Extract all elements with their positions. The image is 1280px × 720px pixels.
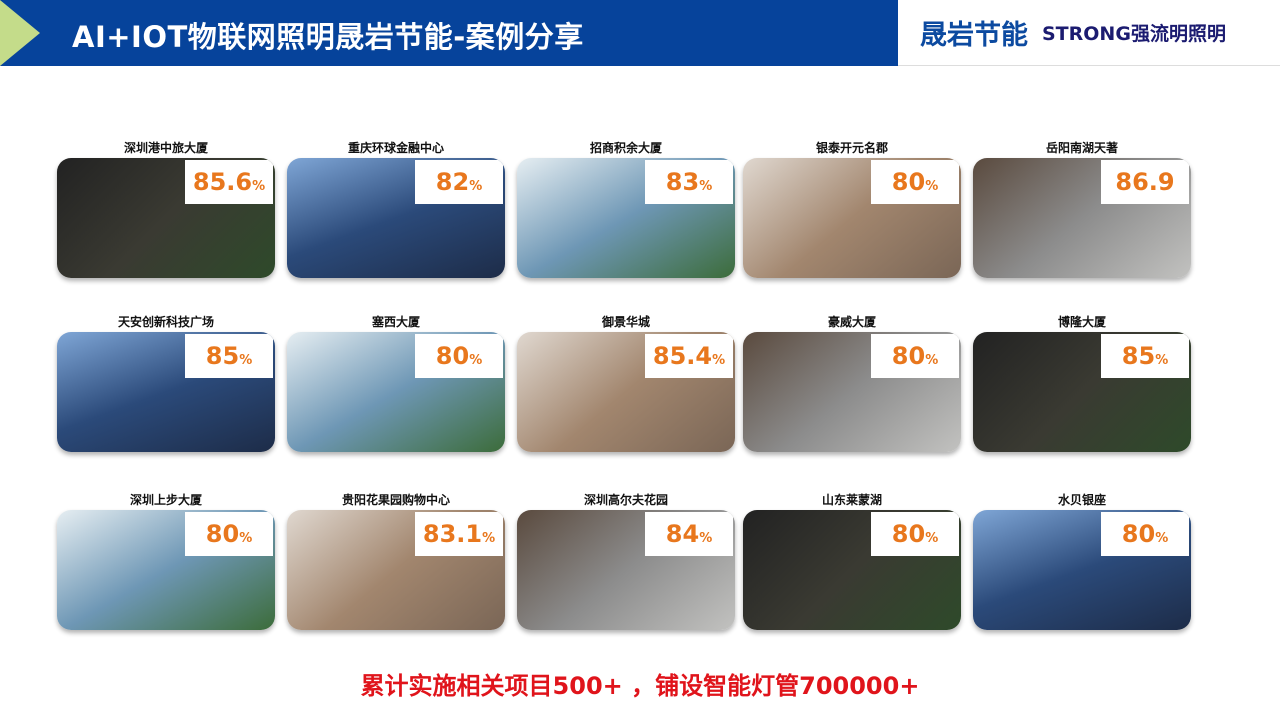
logo-en: STRONG强流明照明 — [1042, 19, 1226, 46]
case-name: 水贝银座 — [1057, 493, 1106, 507]
case-photo: 80% — [743, 510, 961, 630]
case-photo: 82% — [287, 158, 505, 278]
case-name: 豪威大厦 — [827, 315, 876, 329]
logo-en-text: STRONG — [1042, 23, 1131, 45]
chevron-decoration — [0, 0, 40, 66]
savings-value: 80 — [205, 520, 240, 548]
savings-badge: 83% — [645, 160, 733, 204]
case-card: 贵阳花果园购物中心 83.1% — [287, 490, 505, 630]
savings-value: 86.9 — [1115, 168, 1175, 196]
savings-unit: % — [925, 530, 939, 546]
case-card: 深圳港中旅大厦 85.6% — [57, 138, 275, 278]
case-name: 天安创新科技广场 — [117, 315, 214, 329]
case-card: 天安创新科技广场 85% — [57, 312, 275, 452]
case-name: 深圳上步大厦 — [129, 493, 202, 507]
savings-unit: % — [469, 352, 483, 368]
savings-badge: 85.4% — [645, 334, 733, 378]
case-card: 招商积余大厦 83% — [517, 138, 735, 278]
case-photo: 85.6% — [57, 158, 275, 278]
case-name: 塞西大厦 — [371, 315, 420, 329]
savings-badge: 83.1% — [415, 512, 503, 556]
savings-unit: % — [482, 530, 496, 546]
savings-badge: 80% — [871, 334, 959, 378]
savings-badge: 82% — [415, 160, 503, 204]
savings-value: 80 — [435, 342, 470, 370]
savings-value: 80 — [1121, 520, 1156, 548]
savings-value: 82 — [435, 168, 470, 196]
case-card: 深圳上步大厦 80% — [57, 490, 275, 630]
case-photo: 80% — [287, 332, 505, 452]
case-card: 重庆环球金融中心 82% — [287, 138, 505, 278]
savings-unit: % — [1155, 352, 1169, 368]
savings-badge: 80% — [1101, 512, 1189, 556]
savings-unit: % — [925, 178, 939, 194]
case-name: 深圳港中旅大厦 — [123, 141, 208, 155]
savings-badge: 85% — [1101, 334, 1189, 378]
case-card: 豪威大厦 80% — [743, 312, 961, 452]
savings-badge: 80% — [185, 512, 273, 556]
logo-cn: 晟岩节能 — [920, 20, 1028, 51]
case-name: 重庆环球金融中心 — [347, 141, 444, 155]
summary-text: 累计实施相关项目500+ ，铺设智能灯管700000+ — [360, 672, 920, 700]
savings-value: 85 — [1121, 342, 1156, 370]
case-name: 深圳高尔夫花园 — [583, 493, 668, 507]
case-card: 岳阳南湖天著 86.9 — [973, 138, 1191, 278]
savings-value: 85.6 — [192, 168, 253, 196]
logo-en-cn-text: 强流明照明 — [1130, 23, 1226, 45]
savings-value: 83 — [665, 168, 700, 196]
page-title: AI+IOT物联网照明晟岩节能-案例分享 — [72, 20, 584, 54]
case-photo: 80% — [973, 510, 1191, 630]
case-name: 御景华城 — [601, 315, 650, 329]
case-photo: 83.1% — [287, 510, 505, 630]
case-name: 银泰开元名郡 — [815, 141, 888, 155]
savings-badge: 85% — [185, 334, 273, 378]
savings-value: 85 — [205, 342, 240, 370]
savings-unit: % — [239, 352, 253, 368]
savings-unit: % — [239, 530, 253, 546]
case-photo: 85% — [973, 332, 1191, 452]
case-photo: 84% — [517, 510, 735, 630]
header-bar: AI+IOT物联网照明晟岩节能-案例分享 — [0, 0, 898, 66]
case-card: 深圳高尔夫花园 84% — [517, 490, 735, 630]
case-name: 博隆大厦 — [1057, 315, 1106, 329]
savings-badge: 84% — [645, 512, 733, 556]
case-photo: 83% — [517, 158, 735, 278]
savings-badge: 85.6% — [185, 160, 273, 204]
savings-unit: % — [1155, 530, 1169, 546]
case-photo: 80% — [57, 510, 275, 630]
case-card: 博隆大厦 85% — [973, 312, 1191, 452]
savings-unit: % — [469, 178, 483, 194]
case-card: 山东莱蒙湖 80% — [743, 490, 961, 630]
savings-badge: 80% — [415, 334, 503, 378]
case-card: 御景华城 85.4% — [517, 312, 735, 452]
savings-value: 84 — [665, 520, 700, 548]
savings-unit: % — [252, 178, 266, 194]
case-photo: 80% — [743, 332, 961, 452]
savings-unit: % — [699, 178, 713, 194]
savings-badge: 80% — [871, 512, 959, 556]
case-name: 山东莱蒙湖 — [821, 493, 882, 507]
savings-unit: % — [699, 530, 713, 546]
savings-value: 83.1 — [422, 520, 483, 548]
savings-unit: % — [712, 352, 726, 368]
savings-value: 80 — [891, 520, 926, 548]
savings-value: 85.4 — [652, 342, 713, 370]
savings-value: 80 — [891, 342, 926, 370]
savings-value: 80 — [891, 168, 926, 196]
savings-badge: 86.9 — [1101, 160, 1189, 204]
company-logo: 晟岩节能 STRONG强流明照明 — [898, 0, 1280, 66]
case-card: 银泰开元名郡 80% — [743, 138, 961, 278]
case-photo: 85.4% — [517, 332, 735, 452]
case-photo: 86.9 — [973, 158, 1191, 278]
savings-badge: 80% — [871, 160, 959, 204]
case-card: 水贝银座 80% — [973, 490, 1191, 630]
case-name: 贵阳花果园购物中心 — [341, 493, 450, 507]
case-name: 招商积余大厦 — [589, 141, 662, 155]
case-photo: 85% — [57, 332, 275, 452]
savings-unit: % — [925, 352, 939, 368]
case-name: 岳阳南湖天著 — [1045, 141, 1118, 155]
case-photo: 80% — [743, 158, 961, 278]
case-card: 塞西大厦 80% — [287, 312, 505, 452]
